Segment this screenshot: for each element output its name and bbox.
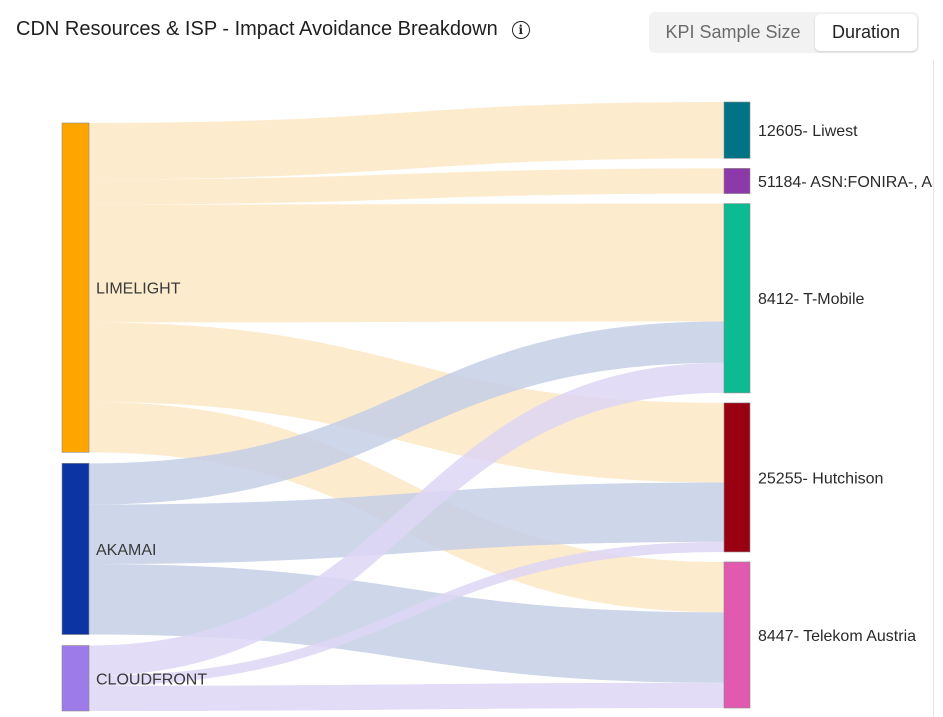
- target-node[interactable]: [723, 101, 751, 159]
- metric-toggle: KPI Sample Size Duration: [649, 12, 919, 53]
- target-label: 25255- Hutchison: [758, 470, 883, 487]
- target-label: 8447- Telekom Austria: [758, 628, 916, 645]
- source-node-limelight[interactable]: [61, 122, 90, 453]
- nodes-layer: [61, 101, 751, 712]
- links-layer: [89, 102, 724, 711]
- target-node[interactable]: [723, 203, 751, 394]
- source-label: AKAMAI: [96, 542, 156, 559]
- sankey-link[interactable]: [89, 102, 724, 180]
- toggle-duration[interactable]: Duration: [815, 14, 917, 51]
- target-label: 51184- ASN:FONIRA-, AS: [758, 174, 943, 191]
- sankey-link[interactable]: [89, 564, 724, 683]
- target-node[interactable]: [723, 561, 751, 709]
- sankey-link[interactable]: [89, 168, 724, 205]
- sankey-link[interactable]: [89, 203, 724, 323]
- target-node[interactable]: [723, 168, 751, 194]
- target-label: 8412- T-Mobile: [758, 291, 865, 308]
- panel-divider: [933, 60, 934, 717]
- toggle-kpi-sample-size[interactable]: KPI Sample Size: [665, 22, 801, 42]
- source-node-cloudfront[interactable]: [61, 645, 90, 712]
- info-icon[interactable]: i: [511, 20, 530, 39]
- source-label: CLOUDFRONT: [96, 671, 207, 688]
- sankey-link[interactable]: [89, 321, 724, 505]
- source-label: LIMELIGHT: [96, 281, 181, 298]
- sankey-link[interactable]: [89, 362, 724, 676]
- source-node-akamai[interactable]: [61, 463, 90, 635]
- labels-layer: LIMELIGHT AKAMAI CLOUDFRONT 12605- Liwest 51…: [96, 123, 943, 688]
- target-node[interactable]: [723, 402, 751, 553]
- sankey-link[interactable]: [89, 541, 724, 686]
- target-label: 12605- Liwest: [758, 123, 858, 140]
- sankey-link[interactable]: [89, 682, 724, 711]
- chart-title: CDN Resources & ISP - Impact Avoidance B…: [16, 18, 498, 40]
- chart-header: CDN Resources & ISP - Impact Avoidance B…: [16, 18, 530, 41]
